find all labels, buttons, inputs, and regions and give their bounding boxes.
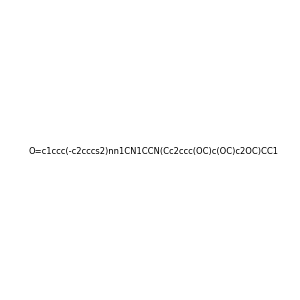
Text: O=c1ccc(-c2cccs2)nn1CN1CCN(Cc2ccc(OC)c(OC)c2OC)CC1: O=c1ccc(-c2cccs2)nn1CN1CCN(Cc2ccc(OC)c(O…: [29, 147, 279, 156]
